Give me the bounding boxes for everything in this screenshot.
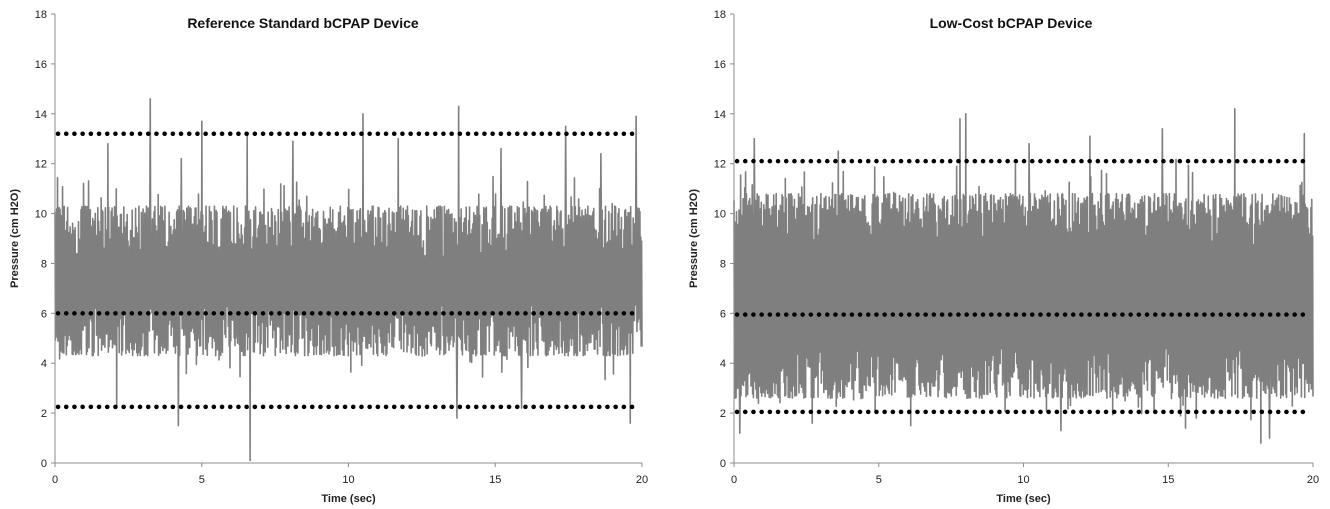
y-tick-label: 6 <box>41 308 47 320</box>
x-tick-label: 20 <box>636 474 648 486</box>
y-tick-label: 0 <box>720 458 726 470</box>
x-tick-label: 15 <box>1162 474 1174 486</box>
y-tick-label: 10 <box>714 209 726 221</box>
y-tick-label: 12 <box>714 159 726 171</box>
chart-low-cost: 0 2 4 6 8 10 12 14 16 18 0 5 10 15 20 Time (sec) Pressur… <box>688 9 1319 505</box>
pressure-trace <box>54 98 643 462</box>
y-tick-label: 16 <box>714 59 726 71</box>
y-tick-label: 12 <box>35 159 47 171</box>
y-tick-label: 18 <box>714 9 726 21</box>
x-tick-label: 10 <box>1017 474 1029 486</box>
y-tick-label: 14 <box>35 109 47 121</box>
x-tick-label: 20 <box>1307 474 1319 486</box>
y-tick-label: 16 <box>35 59 47 71</box>
y-axis-title: Pressure (cm H2O) <box>688 189 700 288</box>
chart-title: Reference Standard bCPAP Device <box>187 15 419 31</box>
y-tick-label: 2 <box>41 408 47 420</box>
y-tick-label: 2 <box>720 408 726 420</box>
y-tick-label: 4 <box>720 358 726 370</box>
pressure-trace <box>733 107 1314 444</box>
y-tick-label: 6 <box>720 308 726 320</box>
x-tick-label: 15 <box>489 474 501 486</box>
y-tick-label: 8 <box>41 258 47 270</box>
x-tick-label: 0 <box>52 474 58 486</box>
x-tick-label: 10 <box>342 474 354 486</box>
x-axis-title: Time (sec) <box>321 493 376 505</box>
y-tick-label: 0 <box>41 458 47 470</box>
chart-reference-standard: 0 2 4 6 8 10 12 14 16 18 0 5 10 15 20 Time (sec) Pressur… <box>9 9 648 505</box>
chart-title: Low-Cost bCPAP Device <box>930 15 1093 31</box>
x-tick-label: 5 <box>199 474 205 486</box>
y-tick-label: 10 <box>35 209 47 221</box>
y-tick-label: 14 <box>714 109 726 121</box>
x-tick-label: 5 <box>876 474 882 486</box>
y-tick-label: 18 <box>35 9 47 21</box>
x-axis-title: Time (sec) <box>996 493 1051 505</box>
y-tick-label: 8 <box>720 258 726 270</box>
x-tick-label: 0 <box>731 474 737 486</box>
y-tick-label: 4 <box>41 358 47 370</box>
y-axis-title: Pressure (cm H2O) <box>9 189 21 288</box>
